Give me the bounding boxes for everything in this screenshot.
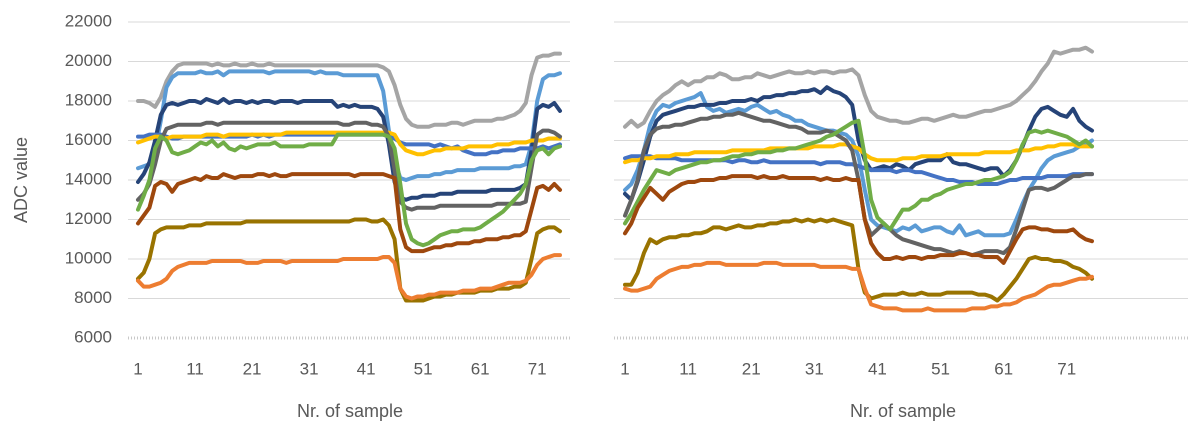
y-axis-title: ADC value (11, 137, 31, 223)
y-tick-label: 20000 (65, 51, 112, 70)
series-line (136, 253, 562, 301)
x-tick-label: 41 (357, 359, 376, 378)
x-tick-label: 21 (243, 359, 262, 378)
x-axis-title: Nr. of sample (297, 401, 403, 421)
y-tick-label: 12000 (65, 209, 112, 228)
x-tick-label: 51 (414, 359, 433, 378)
x-tick-label: 1 (620, 359, 629, 378)
series-line (623, 260, 1094, 313)
y-tick-label: 6000 (74, 327, 112, 346)
x-tick-label: 61 (994, 359, 1013, 378)
y-tick-label: 8000 (74, 288, 112, 307)
x-tick-label: 31 (300, 359, 319, 378)
series-line (136, 120, 562, 212)
series-line (623, 118, 1094, 232)
series-line (623, 91, 1094, 238)
x-tick-label: 31 (805, 359, 824, 378)
x-tick-label: 61 (471, 359, 490, 378)
series-line (136, 132, 562, 248)
y-tick-label: 22000 (65, 11, 112, 30)
x-tick-label: 11 (186, 359, 204, 378)
x-tick-label: 1 (133, 359, 142, 378)
y-tick-label: 10000 (65, 248, 112, 267)
x-tick-label: 71 (1057, 359, 1076, 378)
x-tick-label: 11 (679, 359, 697, 378)
series-line (136, 51, 562, 129)
series-line (136, 69, 562, 182)
y-tick-label: 16000 (65, 130, 112, 149)
x-tick-label: 21 (742, 359, 761, 378)
x-tick-label: 41 (868, 359, 887, 378)
series-line (623, 45, 1094, 129)
series-line (136, 172, 562, 254)
y-tick-label: 18000 (65, 90, 112, 109)
y-tick-label: 14000 (65, 169, 112, 188)
series-line (623, 174, 1094, 265)
x-axis-title: Nr. of sample (850, 401, 956, 421)
x-tick-label: 51 (931, 359, 950, 378)
x-tick-label: 71 (528, 359, 547, 378)
series-line (136, 97, 562, 202)
series-line (623, 142, 1094, 165)
